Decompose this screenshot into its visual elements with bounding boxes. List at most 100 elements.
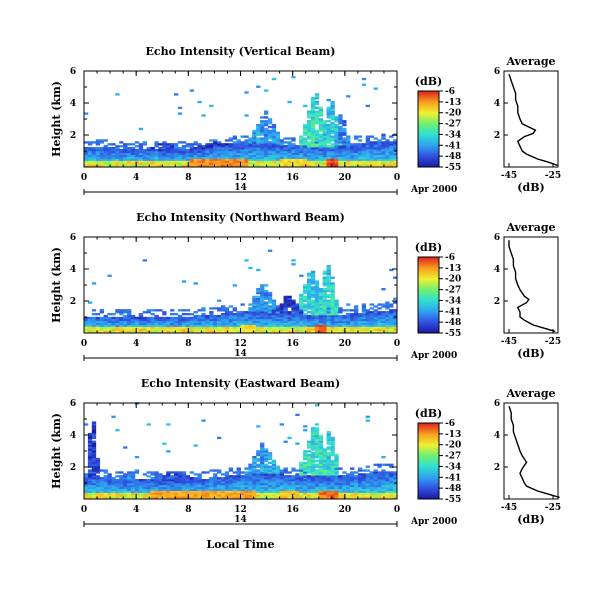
heatmap-cell xyxy=(353,316,359,320)
heatmap-cell xyxy=(220,482,226,486)
heatmap-cell xyxy=(123,484,128,488)
heatmap-cell xyxy=(275,480,281,484)
heatmap-cell xyxy=(91,473,97,476)
heatmap-cell xyxy=(287,314,292,318)
heatmap-cell xyxy=(248,484,253,488)
heatmap-cell xyxy=(303,494,308,497)
heatmap-cell xyxy=(330,313,335,316)
heatmap-cell xyxy=(87,455,93,459)
heatmap-cell xyxy=(111,480,116,484)
heatmap-cell xyxy=(240,152,245,156)
heatmap-cell xyxy=(84,488,89,491)
heatmap-cell xyxy=(146,423,151,426)
heatmap-cell xyxy=(244,479,249,482)
heatmap-cell xyxy=(177,482,183,486)
heatmap-cell xyxy=(334,455,339,459)
heatmap-cell xyxy=(248,314,253,318)
heatmap-cell xyxy=(166,150,171,154)
heatmap-cell xyxy=(330,139,335,142)
heatmap-cell xyxy=(326,463,331,466)
heatmap-cell xyxy=(119,324,124,327)
heatmap-cell xyxy=(193,316,198,320)
heatmap-cell xyxy=(314,429,320,432)
heatmap-cell xyxy=(201,307,206,310)
heatmap-cell xyxy=(162,479,167,482)
heatmap-cell xyxy=(87,436,93,440)
heatmap-cell xyxy=(310,295,316,299)
heatmap-cell xyxy=(279,326,284,329)
heatmap-cell xyxy=(130,486,136,489)
heatmap-cell xyxy=(287,143,292,146)
heatmap-cell xyxy=(158,490,163,493)
heatmap-cell xyxy=(193,324,198,327)
heatmap-cell xyxy=(307,293,312,297)
heatmap-cell xyxy=(303,286,308,289)
heatmap-cell xyxy=(287,477,292,480)
heatmap-cell xyxy=(365,488,371,491)
heatmap-cell xyxy=(326,301,331,304)
heatmap-cell xyxy=(189,482,194,486)
heatmap-cell xyxy=(138,160,144,163)
heatmap-cell xyxy=(303,309,308,312)
heatmap-cell xyxy=(310,148,316,152)
heatmap-cell xyxy=(373,480,378,484)
heatmap-cell xyxy=(263,156,269,159)
heatmap-cell xyxy=(310,131,316,134)
heatmap-cell xyxy=(393,148,398,152)
heatmap-cell xyxy=(350,471,355,474)
heatmap-cell xyxy=(244,314,249,318)
heatmap-cell xyxy=(244,318,249,322)
average-title: Average xyxy=(505,55,555,68)
heatmap-cell xyxy=(373,141,378,144)
heatmap-cell xyxy=(134,324,140,327)
heatmap-cell xyxy=(87,328,93,331)
heatmap-cell xyxy=(263,477,269,480)
heatmap-cell xyxy=(322,133,327,136)
heatmap-cell xyxy=(365,311,371,314)
heatmap-cell xyxy=(373,471,378,474)
heatmap-cell xyxy=(377,143,382,146)
heatmap-cell xyxy=(189,150,194,154)
heatmap-cell xyxy=(330,452,335,455)
heatmap-cell xyxy=(177,330,183,333)
heatmap-cell xyxy=(350,150,355,154)
heatmap-cell xyxy=(232,313,237,316)
heatmap-cell xyxy=(111,477,116,480)
heatmap-cell xyxy=(115,326,120,329)
heatmap-cell xyxy=(115,475,120,478)
heatmap-cell xyxy=(260,303,265,306)
heatmap-cell xyxy=(150,154,155,157)
heatmap-cell xyxy=(318,129,324,133)
heatmap-cell xyxy=(357,160,363,163)
heatmap-cell xyxy=(353,328,359,331)
heatmap-cell xyxy=(295,152,300,156)
heatmap-cell xyxy=(127,490,132,493)
heatmap-cell xyxy=(342,482,347,486)
heatmap-cell xyxy=(170,477,175,480)
heatmap-cell xyxy=(236,314,241,318)
heatmap-cell xyxy=(107,328,112,331)
heatmap-cell xyxy=(322,463,327,466)
heatmap-cell xyxy=(318,469,324,472)
heatmap-cell xyxy=(385,301,390,304)
heatmap-cell xyxy=(377,158,382,161)
heatmap-cell xyxy=(393,160,398,163)
heatmap-cell xyxy=(107,143,112,146)
heatmap-cell xyxy=(369,326,374,329)
heatmap-cell xyxy=(295,311,300,314)
heatmap-cell xyxy=(330,301,335,304)
heatmap-cell xyxy=(95,328,101,331)
heatmap-cell xyxy=(248,328,253,331)
heatmap-cell xyxy=(350,496,355,499)
heatmap-cell xyxy=(123,320,128,323)
heatmap-cell xyxy=(353,479,359,482)
heatmap-cell xyxy=(162,320,167,323)
heatmap-cell xyxy=(353,152,359,156)
heatmap-cell xyxy=(256,152,261,156)
heatmap-cell xyxy=(87,448,93,451)
heatmap-cell xyxy=(119,322,124,325)
heatmap-cell xyxy=(166,471,171,474)
heatmap-cell xyxy=(138,148,144,152)
heatmap-cell xyxy=(123,314,128,318)
heatmap-cell xyxy=(393,156,398,159)
